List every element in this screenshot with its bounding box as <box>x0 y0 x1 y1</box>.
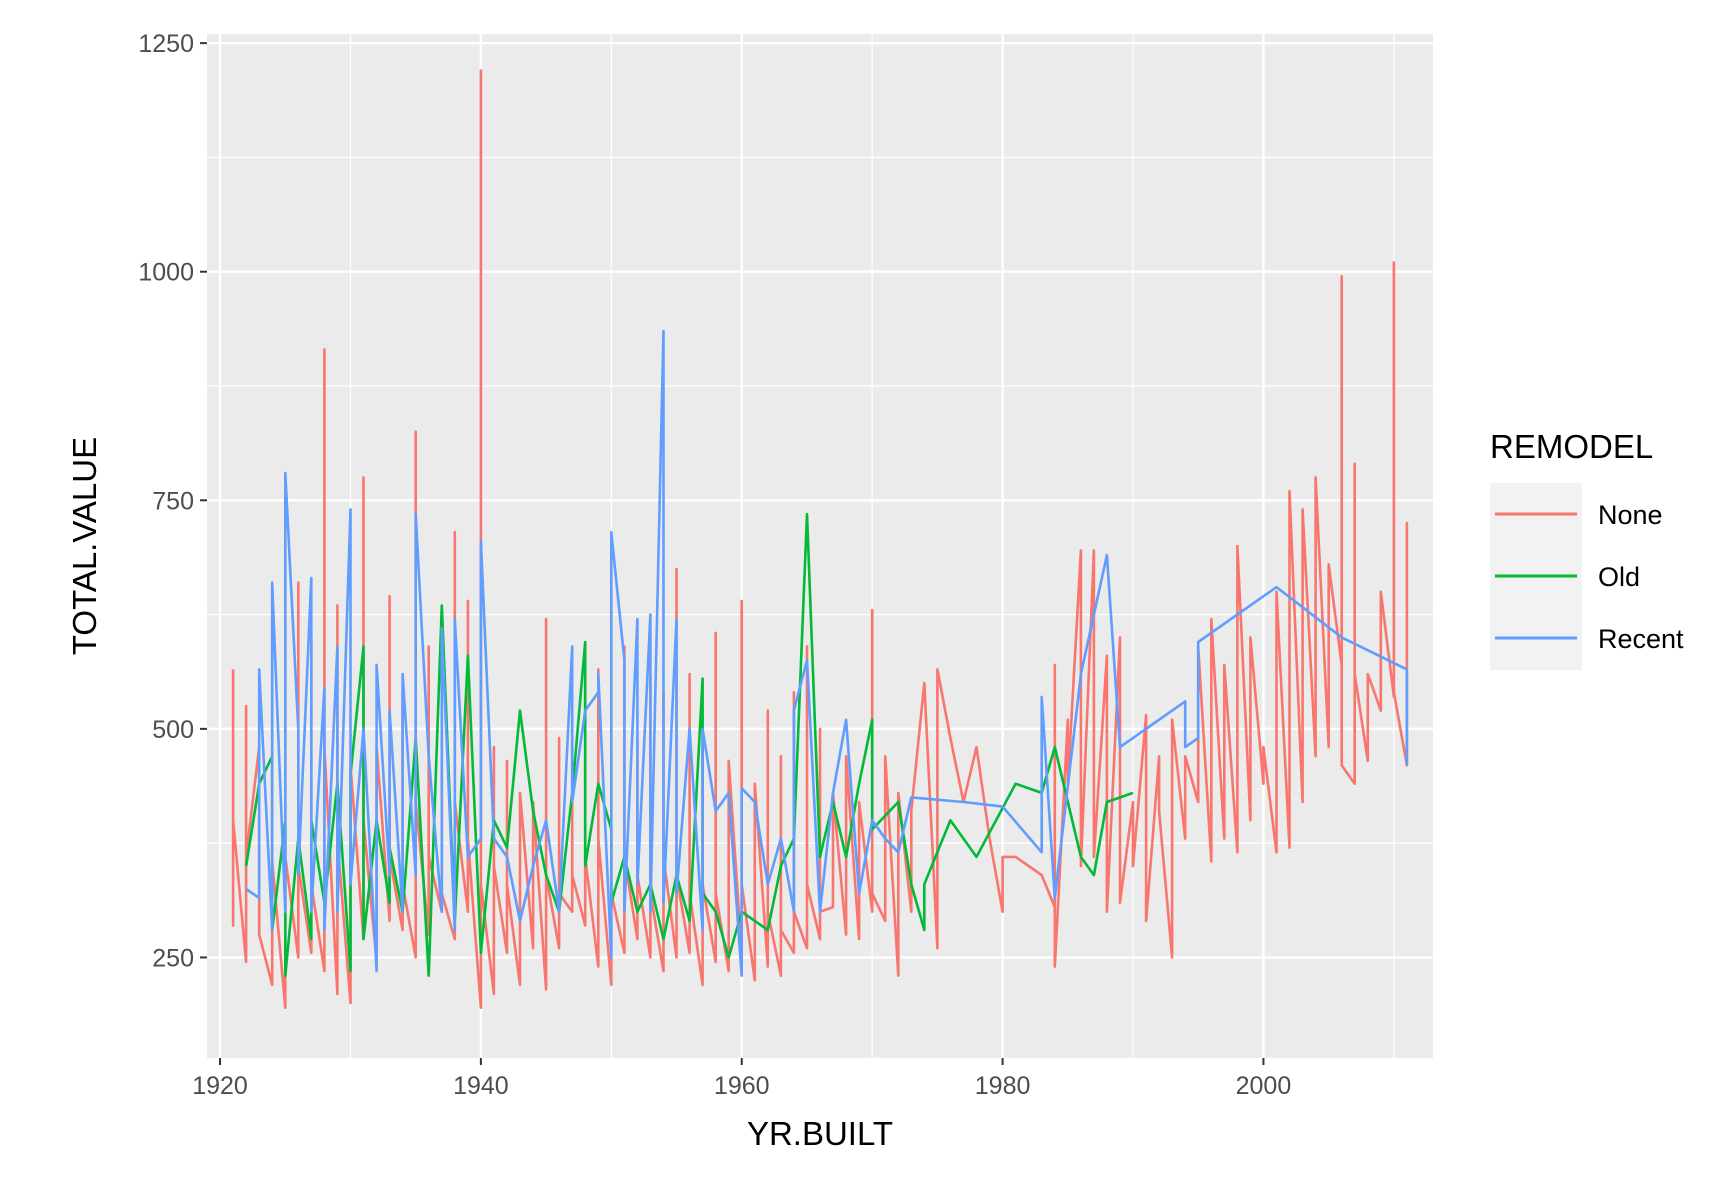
x-tick-label: 2000 <box>1236 1072 1292 1100</box>
y-tick-label: 1250 <box>138 30 194 58</box>
x-tick-label: 1960 <box>714 1072 770 1100</box>
y-tick-label: 1000 <box>138 259 194 287</box>
x-tick-label: 1980 <box>975 1072 1031 1100</box>
legend-label-recent: Recent <box>1598 624 1684 654</box>
y-axis: 250 500 750 1000 1250 <box>138 30 207 972</box>
x-axis: 1920 1940 1960 1980 2000 <box>192 1058 1291 1100</box>
y-tick-label: 500 <box>152 716 194 744</box>
legend: REMODEL None Old Recent <box>1490 428 1684 670</box>
legend-label-old: Old <box>1598 562 1640 592</box>
legend-label-none: None <box>1598 500 1663 530</box>
y-tick-label: 250 <box>152 944 194 972</box>
x-tick-label: 1920 <box>192 1072 248 1100</box>
y-tick-label: 750 <box>152 487 194 515</box>
y-axis-title: TOTAL.VALUE <box>66 437 103 655</box>
legend-title: REMODEL <box>1490 428 1653 465</box>
x-axis-title: YR.BUILT <box>747 1115 893 1152</box>
series-lines <box>231 69 1409 1009</box>
series-line-recent <box>245 329 1409 977</box>
x-tick-label: 1940 <box>453 1072 509 1100</box>
